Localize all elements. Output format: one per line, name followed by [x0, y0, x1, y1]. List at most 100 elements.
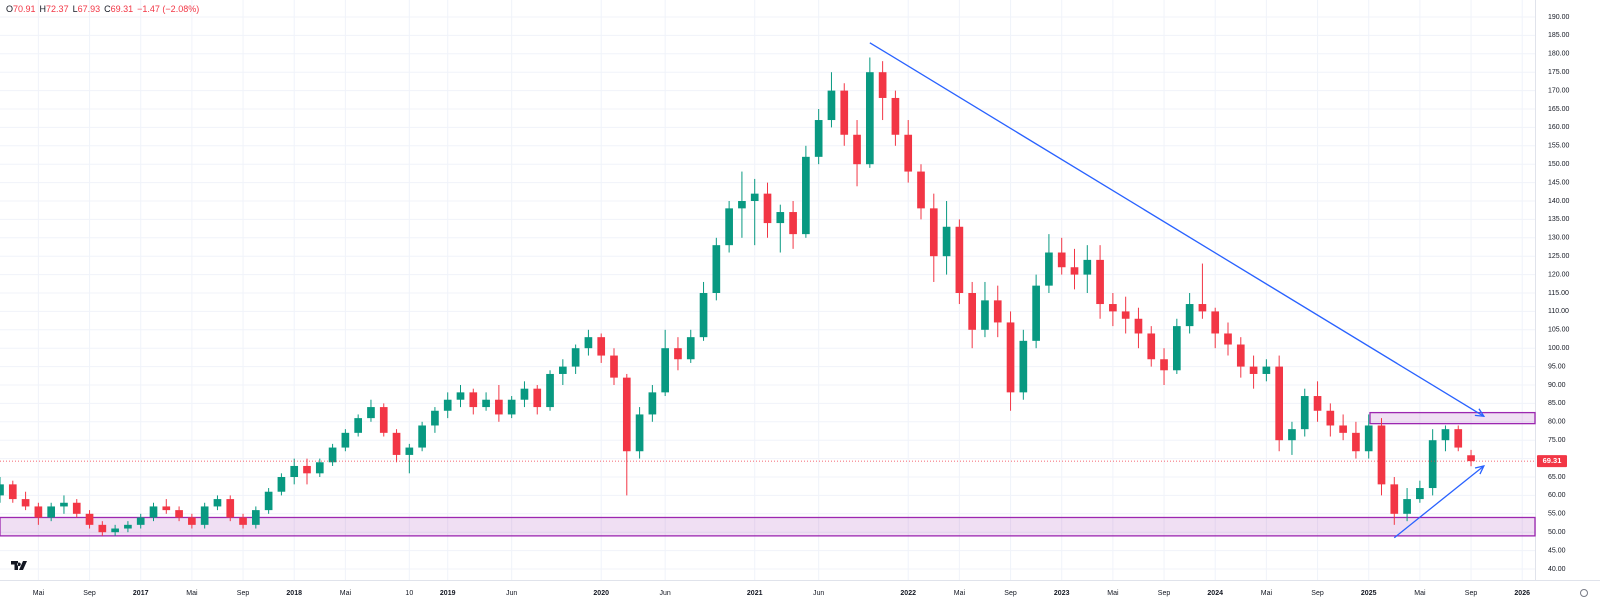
candle-body: [149, 506, 158, 518]
candle-body: [1326, 410, 1335, 426]
x-tick-label: Mai: [186, 590, 198, 597]
candle-body: [533, 388, 542, 408]
candle-body: [1275, 366, 1284, 441]
candle-body: [776, 212, 785, 224]
candle-body: [1096, 259, 1104, 305]
y-tick-label: 50.00: [1548, 529, 1566, 536]
trendline: [869, 42, 1485, 417]
y-tick-label: 175.00: [1548, 69, 1570, 76]
candle-body: [1364, 425, 1373, 452]
candle-body: [1172, 326, 1181, 371]
candle-body: [802, 156, 810, 235]
candle-body: [955, 226, 964, 293]
y-tick-label: 115.00: [1548, 290, 1569, 297]
x-tick-label: Mai: [33, 590, 45, 597]
candle-body: [789, 212, 797, 235]
y-tick-label: 105.00: [1548, 327, 1570, 334]
candle-body: [865, 72, 874, 165]
x-tick-label: Sep: [1465, 590, 1478, 597]
y-tick-label: 45.00: [1548, 547, 1566, 554]
candle-body: [507, 399, 516, 415]
candle-body: [878, 72, 887, 98]
candle-body: [674, 348, 682, 360]
candle-body: [303, 465, 311, 474]
candle-body: [0, 484, 4, 496]
last-price-label: 69.31: [1543, 456, 1562, 465]
candle-body: [584, 337, 593, 349]
candle-body: [1428, 440, 1437, 489]
y-tick-label: 60.00: [1548, 492, 1566, 499]
legend-item: O: [6, 4, 13, 14]
x-tick-label: Sep: [83, 590, 96, 597]
candle-body: [1185, 304, 1194, 327]
candle-body: [1057, 252, 1066, 268]
candle-body: [1224, 333, 1232, 345]
candle-body: [1211, 311, 1220, 334]
candle-body: [1300, 396, 1309, 430]
candle-body: [1416, 488, 1424, 500]
x-tick-label: Mai: [1107, 590, 1119, 597]
candle-body: [136, 517, 145, 525]
candle-body: [1147, 333, 1156, 360]
candle-body: [1198, 304, 1207, 312]
trendline: [1393, 465, 1485, 539]
x-tick-label: 2022: [900, 590, 916, 597]
y-tick-label: 160.00: [1548, 124, 1570, 131]
candle-body: [661, 348, 670, 393]
candle-body: [239, 517, 247, 525]
candle-body: [1441, 429, 1450, 441]
arrowhead: [1474, 408, 1486, 418]
x-tick-label: Mai: [1261, 590, 1273, 597]
candle-body: [290, 465, 299, 477]
candle-body: [1032, 285, 1040, 341]
candle-body: [546, 373, 554, 408]
candle-body: [610, 355, 618, 378]
x-tick-label: Sep: [237, 590, 250, 597]
settings-icon[interactable]: [1580, 589, 1588, 597]
y-tick-label: 130.00: [1548, 235, 1570, 242]
candle-body: [1045, 252, 1053, 286]
candle-body: [968, 293, 977, 330]
legend-item: −1.47 (−2.08%): [137, 4, 199, 14]
candle-body: [1313, 396, 1322, 411]
legend-item: 69.31: [111, 4, 134, 14]
candle-body: [431, 410, 439, 426]
y-tick-label: 140.00: [1548, 198, 1570, 205]
candle-body: [763, 193, 772, 224]
candle-body: [34, 506, 43, 518]
candle-body: [8, 484, 17, 500]
candle-body: [47, 506, 56, 518]
x-tick-label: 2019: [440, 590, 456, 597]
x-tick-label: Sep: [1004, 590, 1017, 597]
candle-body: [72, 502, 81, 514]
tv-logo: [11, 561, 27, 570]
candle-body: [929, 208, 938, 257]
candle-body: [1160, 359, 1168, 371]
y-tick-label: 180.00: [1548, 51, 1570, 58]
zone: [0, 516, 1536, 537]
candle-body: [571, 348, 580, 367]
candle-body: [315, 462, 324, 474]
y-tick-label: 120.00: [1548, 271, 1570, 278]
candle-body: [405, 447, 414, 455]
candle-body: [469, 392, 478, 408]
ohlc-legend: O70.91 H72.37 L67.93 C69.31 −1.47 (−2.08%): [6, 4, 199, 14]
x-tick-label: 10: [405, 590, 413, 597]
candle-body: [379, 407, 388, 433]
x-tick-label: 2026: [1514, 590, 1530, 597]
candle-body: [1377, 425, 1386, 485]
candle-body: [520, 388, 529, 400]
x-tick-label: Jun: [660, 590, 671, 597]
x-tick-label: Sep: [1158, 590, 1171, 597]
candle-body: [1006, 322, 1015, 393]
y-tick-label: 65.00: [1548, 474, 1566, 481]
candle-body: [175, 510, 183, 518]
y-tick-label: 90.00: [1548, 382, 1566, 389]
candle-body: [1288, 429, 1296, 441]
candle-body: [251, 510, 260, 525]
candle-body: [1390, 484, 1399, 514]
candle-body: [482, 399, 490, 408]
x-tick-label: Jun: [813, 590, 824, 597]
candle-body: [111, 528, 119, 533]
candle-body: [392, 432, 401, 455]
